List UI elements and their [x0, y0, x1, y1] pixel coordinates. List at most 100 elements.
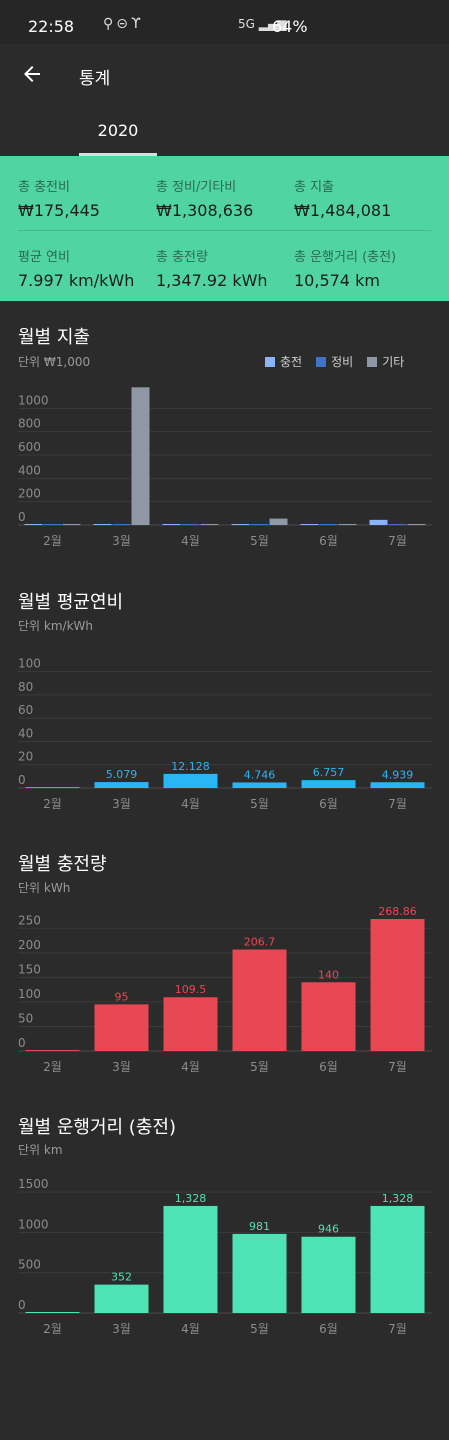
x-tick-label: 7월 [388, 1060, 407, 1074]
bar [301, 982, 356, 1051]
data-label: 268.86 [378, 905, 417, 918]
x-tick-label: 6월 [319, 1322, 338, 1336]
chart-title: 월별 평균연비 [18, 592, 124, 613]
y-tick-label: 0 [18, 1036, 26, 1050]
data-label: 206.7 [244, 936, 276, 949]
arrow-left-icon[interactable] [20, 62, 44, 86]
legend-label: 정비 [331, 355, 354, 369]
y-tick-label: 1000 [18, 1217, 49, 1231]
signal-icon: ▂▄▆ [258, 17, 287, 31]
tab-2020[interactable]: 2020 [79, 111, 157, 156]
tesla-icon: ⚲ [103, 16, 117, 32]
summary-value: ₩175,445 [18, 201, 100, 220]
chart-title: 월별 충전량 [18, 854, 107, 875]
x-tick-label: 4월 [181, 1322, 200, 1336]
y-tick-label: 0 [18, 1298, 26, 1312]
x-tick-label: 7월 [388, 797, 407, 811]
y-tick-label: 100 [18, 657, 41, 671]
x-tick-label: 5월 [250, 1060, 269, 1074]
page-title: 통계 [79, 69, 111, 89]
y-tick-label: 20 [18, 750, 33, 764]
status-icons: ⚲⊝ϒ [103, 16, 144, 32]
tab-indicator [79, 153, 157, 156]
legend-label: 기타 [382, 355, 405, 369]
bar [162, 524, 181, 525]
legend-swatch-charge [265, 356, 275, 367]
summary-avg-efficiency: 평균 연비 7.997 km/kWh [18, 246, 134, 290]
data-label: 6.757 [313, 766, 345, 779]
bar [407, 524, 426, 525]
summary-value: 7.997 km/kWh [18, 271, 135, 290]
x-tick-label: 2월 [43, 1322, 62, 1336]
y-tick-label: 200 [18, 938, 41, 952]
tesla-icon: ϒ [131, 16, 144, 32]
bar [388, 524, 407, 525]
x-tick-label: 7월 [388, 1322, 407, 1336]
summary-value: 1,347.92 kWh [156, 271, 268, 290]
y-tick-label: 50 [18, 1011, 33, 1025]
y-tick-label: 150 [18, 962, 41, 976]
data-label: 95 [115, 990, 129, 1003]
x-tick-label: 6월 [319, 534, 338, 548]
bar [25, 1050, 80, 1051]
bar [338, 524, 357, 525]
bar [231, 524, 250, 525]
bar [301, 780, 356, 788]
summary-total-distance: 총 운행거리 (충전) 10,574 km [294, 246, 396, 290]
y-tick-label: 80 [18, 680, 33, 694]
x-tick-label: 5월 [250, 797, 269, 811]
x-tick-label: 2월 [43, 1060, 62, 1074]
status-bar: 22:58 ⚲⊝ϒ 5G ▂▄▆ 64% [0, 0, 449, 44]
x-tick-label: 5월 [250, 534, 269, 548]
y-tick-label: 800 [18, 417, 41, 431]
summary-value: 10,574 km [294, 271, 380, 290]
bar [181, 524, 200, 525]
x-tick-label: 3월 [112, 1060, 131, 1074]
x-tick-label: 3월 [112, 534, 131, 548]
distance-chart: 0 500 1000 1500 2월 3월 4월 5월 6월 7월 352 1,328 981 946 1,… [18, 1177, 432, 1336]
x-tick-label: 3월 [112, 1322, 131, 1336]
chart-legend: 충전 정비 기타 [265, 353, 404, 370]
data-label: 4.939 [382, 768, 414, 781]
data-label: 1,328 [382, 1192, 414, 1205]
bar [62, 524, 81, 525]
data-label: 946 [318, 1223, 339, 1236]
data-label: 12.128 [171, 760, 210, 773]
bar [319, 524, 338, 525]
bar [25, 787, 80, 788]
summary-total-charge: 총 충전비 ₩175,445 [18, 176, 100, 220]
app-bar: 통계 2020 [0, 44, 449, 156]
chart-subtitle: 단위 km/kWh [18, 619, 93, 633]
bar [301, 1236, 356, 1313]
bar [370, 1205, 425, 1313]
data-label: 4.746 [244, 768, 276, 781]
bar [163, 773, 218, 788]
summary-total-expense: 총 지출 ₩1,484,081 [294, 176, 391, 220]
x-tick-label: 5월 [250, 1322, 269, 1336]
network-type: 5G [238, 17, 255, 31]
bar [112, 524, 131, 525]
x-tick-label: 7월 [388, 534, 407, 548]
y-tick-label: 100 [18, 987, 41, 1001]
summary-divider [18, 230, 431, 231]
bar [94, 1284, 149, 1313]
summary-label: 총 정비/기타비 [156, 180, 237, 195]
x-tick-label: 4월 [181, 797, 200, 811]
chart-title: 월별 지출 [18, 327, 90, 348]
data-label: 140 [318, 968, 339, 981]
summary-panel: 총 충전비 ₩175,445 총 정비/기타비 ₩1,308,636 총 지출 … [0, 156, 449, 301]
y-tick-label: 0 [18, 773, 26, 787]
y-tick-label: 500 [18, 1258, 41, 1272]
bar [300, 524, 319, 525]
y-tick-label: 200 [18, 487, 41, 501]
legend-swatch-maintenance [316, 356, 327, 367]
bar [94, 1004, 149, 1051]
bar [200, 524, 219, 525]
summary-value: ₩1,308,636 [156, 201, 254, 220]
minus-circle-icon: ⊝ [116, 16, 131, 32]
summary-label: 총 지출 [294, 180, 335, 195]
bar [232, 1233, 287, 1313]
status-time: 22:58 [28, 17, 75, 36]
y-tick-label: 1000 [18, 393, 49, 407]
bar [232, 782, 287, 788]
